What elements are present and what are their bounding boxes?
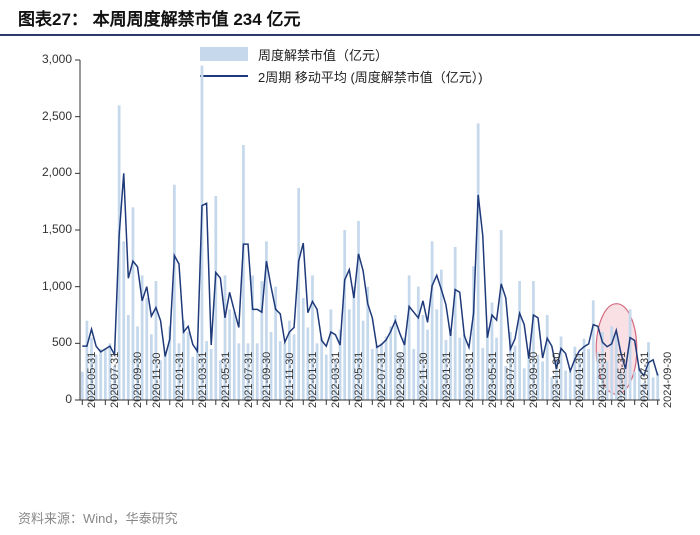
x-tick-label: 2022-03-31	[330, 352, 342, 408]
legend-swatch-bar	[200, 47, 248, 61]
x-tick-label: 2022-01-31	[307, 352, 319, 408]
source-footer: 资料来源：Wind，华泰研究	[18, 508, 178, 527]
x-tick-label: 2022-11-30	[418, 353, 430, 408]
x-tick-label: 2023-09-30	[528, 352, 540, 408]
y-tick-label: 0	[22, 392, 72, 406]
y-tick-label: 2,000	[22, 165, 72, 179]
x-tick-label: 2022-09-30	[395, 352, 407, 408]
y-tick-label: 1,500	[22, 222, 72, 236]
title-bar: 图表27： 本周周度解禁市值 234 亿元	[0, 0, 700, 36]
x-tick-label: 2023-03-31	[464, 352, 476, 408]
figure-container: 图表27： 本周周度解禁市值 234 亿元 周度解禁市值（亿元） 2周期 移动平…	[0, 0, 700, 535]
x-tick-label: 2023-07-31	[505, 352, 517, 408]
x-tick-label: 2024-09-30	[662, 352, 674, 408]
x-tick-label: 2021-07-31	[243, 352, 255, 408]
x-tick-label: 2023-11-30	[551, 353, 563, 408]
x-tick-label: 2021-03-31	[197, 352, 209, 408]
x-tick-label: 2023-05-31	[487, 352, 499, 408]
y-tick-label: 500	[22, 335, 72, 349]
x-tick-label: 2020-11-30	[151, 353, 163, 408]
x-tick-label: 2020-05-31	[86, 352, 98, 408]
x-tick-label: 2024-07-31	[639, 352, 651, 408]
x-tick-label: 2021-11-30	[284, 353, 296, 408]
y-tick-label: 3,000	[22, 52, 72, 66]
y-tick-label: 2,500	[22, 109, 72, 123]
x-tick-label: 2022-07-31	[376, 352, 388, 408]
x-tick-label: 2020-07-31	[109, 352, 121, 408]
x-tick-label: 2023-01-31	[441, 352, 453, 408]
x-tick-label: 2024-05-31	[616, 352, 628, 408]
chart-svg	[80, 60, 660, 400]
x-tick-label: 2020-09-30	[132, 352, 144, 408]
x-tick-label: 2021-01-31	[174, 352, 186, 408]
x-tick-label: 2021-09-30	[261, 352, 273, 408]
x-tick-label: 2022-05-31	[353, 352, 365, 408]
y-tick-label: 1,000	[22, 279, 72, 293]
x-tick-label: 2024-03-31	[597, 352, 609, 408]
chart-title: 图表27： 本周周度解禁市值 234 亿元	[18, 5, 300, 30]
x-tick-label: 2021-05-31	[220, 352, 232, 408]
x-tick-label: 2024-01-31	[574, 352, 586, 408]
plot-area	[80, 60, 660, 400]
